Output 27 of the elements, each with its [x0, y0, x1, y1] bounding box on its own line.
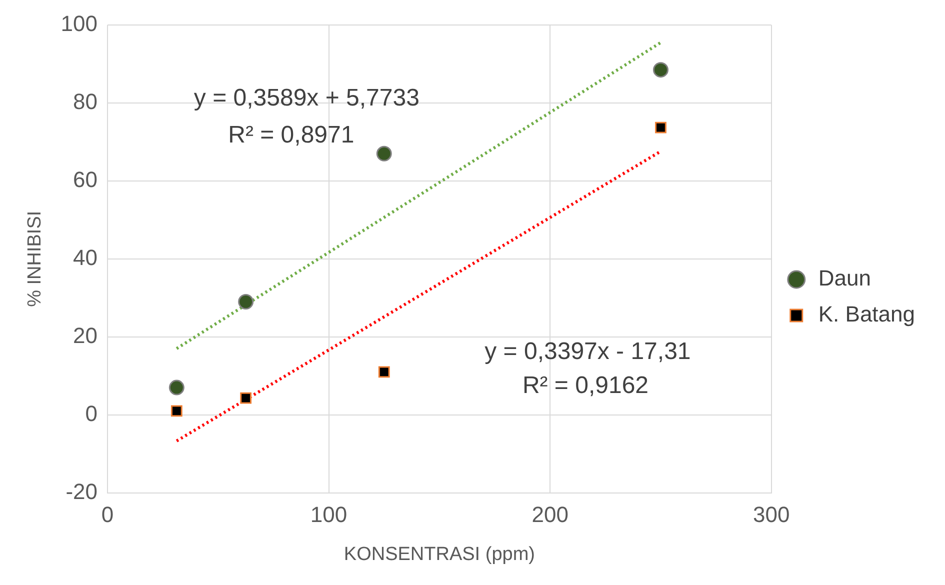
x-tick-label: 100 — [310, 502, 348, 528]
y-tick-label: -20 — [66, 478, 98, 504]
y-tick-label: 100 — [60, 11, 98, 36]
y-tick-label: 80 — [73, 89, 98, 114]
legend-label: Daun — [818, 266, 871, 291]
y-tick-label: 20 — [73, 322, 98, 348]
point — [652, 62, 668, 78]
annotation: R² = 0,9162 — [522, 372, 649, 399]
y-tick-label: 0 — [85, 400, 98, 426]
point — [655, 122, 666, 134]
point — [240, 392, 252, 404]
annotation: y = 0,3589x + 5,7733 — [194, 84, 420, 112]
point — [376, 146, 392, 162]
x-tick-label: 200 — [532, 502, 568, 528]
x-tick-label: 300 — [753, 502, 790, 528]
y-axis-title: % INHIBISI — [24, 210, 46, 307]
x-axis-title: KONSENTRASI (ppm) — [344, 544, 535, 565]
point — [170, 405, 182, 417]
y-tick-label: 60 — [73, 166, 98, 192]
legend-label: K. Batang — [818, 302, 916, 327]
x-tick-label: 0 — [101, 502, 114, 528]
annotation: y = 0,3397x - 17,31 — [484, 338, 691, 366]
point — [378, 366, 390, 378]
point — [238, 294, 254, 310]
annotation: R² = 0,8971 — [228, 122, 354, 149]
y-tick-label: 40 — [73, 244, 98, 270]
point — [168, 380, 184, 396]
